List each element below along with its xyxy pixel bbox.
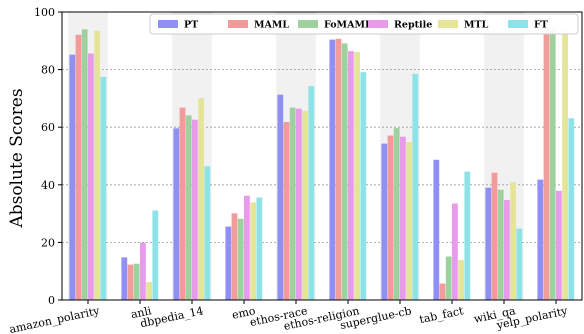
bar-reptile-emo [244, 195, 250, 300]
bar-pt-wiki_qa [485, 187, 492, 300]
axes [58, 11, 583, 304]
legend-box [149, 13, 579, 35]
bar-ft-dbpedia_14 [204, 166, 211, 300]
bar-mtl-ethos-race [302, 110, 308, 300]
bar-mtl-wiki_qa [510, 182, 516, 300]
y-tick-labels: 0 20 40 60 80 100 [34, 6, 55, 307]
bar-ft-yelp_polarity [568, 118, 575, 300]
bar-maml-dbpedia_14 [179, 107, 186, 300]
bar-maml-anli [127, 264, 134, 300]
y-axis-label: Absolute Scores [7, 88, 27, 228]
bar-reptile-tab_fact [452, 203, 458, 300]
bar-maml-yelp_polarity [543, 28, 550, 300]
bar-mtl-tab_fact [458, 259, 464, 300]
bar-pt-dbpedia_14 [173, 128, 180, 300]
bar-reptile-dbpedia_14 [192, 119, 198, 300]
bar-reptile-wiki_qa [504, 200, 510, 300]
y-tick-label: 40 [41, 179, 55, 192]
y-tick-label: 20 [41, 236, 55, 249]
legend-swatch-ft [508, 20, 528, 28]
bar-reptile-superglue-cb [400, 136, 406, 300]
bar-fomaml-emo [237, 218, 244, 300]
bar-pt-ethos-religion [329, 39, 336, 300]
bar-pt-tab_fact [433, 159, 440, 300]
bar-reptile-yelp_polarity [556, 190, 562, 300]
bar-fomaml-yelp_polarity [549, 27, 556, 301]
bar-pt-ethos-race [277, 94, 284, 300]
y-tick-label: 100 [34, 6, 55, 19]
legend-swatch-fomaml [298, 20, 318, 28]
bar-mtl-anli [146, 281, 152, 300]
bar-fomaml-ethos-religion [341, 43, 348, 300]
bar-reptile-anli [140, 242, 146, 300]
bar-ft-ethos-religion [360, 72, 367, 300]
bar-maml-ethos-religion [335, 38, 342, 301]
bar-mtl-superglue-cb [406, 141, 412, 300]
bar-ft-amazon_polarity [100, 76, 107, 300]
bar-pt-amazon_polarity [69, 54, 76, 301]
legend-swatch-reptile [368, 20, 388, 28]
bar-fomaml-dbpedia_14 [185, 115, 192, 300]
bar-ft-wiki_qa [516, 228, 523, 300]
bar-pt-emo [225, 226, 232, 300]
bar-ft-superglue-cb [412, 73, 419, 300]
legend-label-pt: PT [184, 20, 198, 31]
x-tick-label: emo [231, 304, 257, 322]
bar-ft-ethos-race [308, 86, 315, 301]
y-tick-label: 80 [41, 64, 55, 77]
x-tick-label: amazon_polarity [8, 304, 101, 334]
legend-label-ft: FT [534, 20, 548, 31]
bar-pt-superglue-cb [381, 143, 388, 300]
x-tick-label: anli [130, 304, 153, 321]
y-tick-label: 0 [48, 294, 55, 307]
legend-swatch-pt [158, 20, 178, 28]
bar-ft-anli [152, 210, 159, 300]
bar-fomaml-tab_fact [445, 256, 452, 300]
bar-fomaml-ethos-race [289, 107, 296, 300]
y-tick-label: 60 [41, 121, 55, 134]
bar-ft-emo [256, 197, 263, 300]
bar-mtl-amazon_polarity [94, 30, 100, 300]
legend-swatch-maml [228, 20, 248, 28]
bar-mtl-ethos-religion [354, 52, 360, 301]
bar-fomaml-wiki_qa [497, 189, 504, 300]
bar-maml-tab_fact [439, 283, 446, 300]
bar-maml-superglue-cb [387, 135, 394, 300]
bar-fomaml-superglue-cb [393, 128, 400, 300]
bar-pt-anli [121, 257, 128, 300]
legend-label-maml: MAML [254, 20, 289, 31]
bar-maml-emo [231, 213, 238, 300]
bar-fomaml-amazon_polarity [81, 29, 88, 301]
bar-reptile-ethos-race [296, 108, 302, 300]
legend-swatch-mtl [438, 20, 458, 28]
legend-label-fomaml: FoMAML [324, 20, 372, 31]
plot-frame [61, 11, 583, 301]
bar-maml-ethos-race [283, 122, 290, 301]
bar-pt-yelp_polarity [537, 179, 544, 300]
bar-reptile-amazon_polarity [88, 53, 94, 300]
bar-mtl-emo [250, 202, 256, 300]
legend: PT MAML FoMAML Reptile MTL FT [149, 13, 579, 35]
bar-mtl-dbpedia_14 [198, 98, 204, 300]
bar-maml-amazon_polarity [75, 34, 82, 300]
bar-fomaml-anli [133, 263, 140, 300]
bar-ft-tab_fact [464, 171, 471, 300]
bar-maml-wiki_qa [491, 172, 498, 300]
legend-label-reptile: Reptile [394, 20, 432, 31]
legend-label-mtl: MTL [464, 20, 489, 31]
bars [69, 27, 575, 301]
x-tick-label: tab_fact [418, 304, 465, 326]
bar-reptile-ethos-religion [348, 51, 354, 300]
bar-mtl-yelp_polarity [562, 29, 568, 301]
